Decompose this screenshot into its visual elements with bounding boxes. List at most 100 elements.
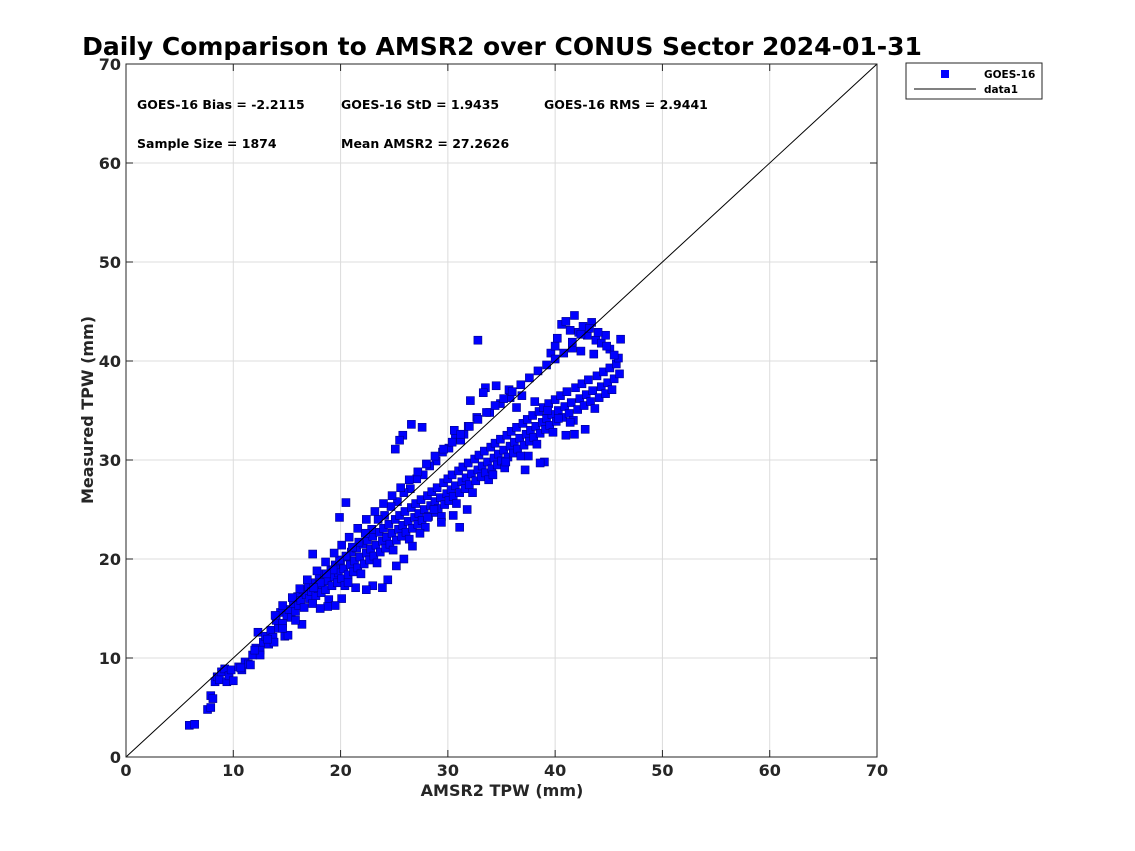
goes16-point xyxy=(423,513,432,522)
goes16-point xyxy=(562,387,572,396)
stat-rms: GOES-16 RMS = 2.9441 xyxy=(544,97,708,112)
goes16-point xyxy=(430,451,440,461)
goes16-point xyxy=(542,360,551,370)
stat-mean-amsr2: Mean AMSR2 = 27.2626 xyxy=(341,136,509,151)
goes16-point xyxy=(322,569,331,579)
goes16-point xyxy=(429,505,439,514)
goes16-point xyxy=(344,532,354,542)
x-tick-label: 20 xyxy=(329,761,351,780)
goes16-point xyxy=(329,548,339,558)
goes16-point xyxy=(206,703,216,712)
y-tick-label: 10 xyxy=(99,649,121,668)
goes16-point xyxy=(576,346,586,356)
x-tick-label: 50 xyxy=(651,761,673,780)
goes16-point xyxy=(303,575,312,585)
goes16-point xyxy=(396,483,405,493)
goes16-point xyxy=(384,520,394,529)
goes16-point xyxy=(390,444,400,454)
goes16-point xyxy=(501,457,511,467)
y-tick-label: 70 xyxy=(99,55,121,74)
goes16-point xyxy=(295,584,305,594)
goes16-point xyxy=(421,523,430,532)
goes16-point xyxy=(570,311,579,320)
goes16-point xyxy=(270,611,280,620)
goes16-point xyxy=(246,660,255,670)
goes16-point xyxy=(516,451,526,461)
goes16-point xyxy=(561,317,571,326)
goes16-point xyxy=(543,406,552,415)
goes16-point xyxy=(388,545,398,555)
goes16-point xyxy=(372,558,382,568)
goes16-point xyxy=(392,561,401,571)
goes16-point xyxy=(488,470,498,480)
goes16-point xyxy=(576,329,586,339)
goes16-point xyxy=(208,694,218,703)
goes16-point xyxy=(353,524,363,533)
goes16-point xyxy=(415,528,425,538)
goes16-point xyxy=(278,601,287,610)
y-axis-label: Measured TPW (mm) xyxy=(78,316,97,504)
goes16-point xyxy=(407,420,416,429)
goes16-point xyxy=(607,385,617,395)
goes16-point xyxy=(456,429,466,439)
goes16-point xyxy=(448,511,458,520)
goes16-point xyxy=(525,373,534,383)
goes16-point xyxy=(408,541,417,551)
goes16-point xyxy=(490,401,500,410)
goes16-point xyxy=(568,337,577,347)
x-tick-label: 70 xyxy=(866,761,888,780)
goes16-point xyxy=(530,397,540,406)
goes16-point xyxy=(370,507,380,516)
axis-ticks: 0 10 20 30 40 50 60 70 0 10 20 30 40 50 60 70 xyxy=(99,55,888,780)
goes16-point xyxy=(393,497,402,506)
goes16-point xyxy=(532,439,542,449)
goes16-point xyxy=(263,634,272,644)
x-tick-label: 40 xyxy=(544,761,566,780)
goes16-point xyxy=(362,515,371,524)
goes16-point xyxy=(512,403,521,412)
stat-sample-size: Sample Size = 1874 xyxy=(137,136,277,151)
goes16-point xyxy=(590,404,600,413)
goes16-point xyxy=(535,458,545,468)
goes16-point xyxy=(190,720,199,729)
goes16-point xyxy=(550,354,560,364)
goes16-point xyxy=(565,326,575,335)
legend-label-goes16: GOES-16 xyxy=(984,69,1035,81)
goes16-point xyxy=(437,518,446,527)
legend-marker-goes16 xyxy=(941,70,949,78)
goes16-point xyxy=(413,467,423,477)
goes16-point xyxy=(287,593,297,602)
plot-frame xyxy=(125,63,878,758)
goes16-point xyxy=(356,569,366,579)
goes16-point xyxy=(250,645,260,655)
goes16-point xyxy=(517,391,527,400)
goes16-point xyxy=(299,603,309,612)
goes16-point xyxy=(236,663,246,673)
goes16-point xyxy=(478,388,488,397)
goes16-point xyxy=(566,398,576,407)
goes16-point xyxy=(362,585,371,594)
goes16-point xyxy=(482,408,491,417)
goes16-point xyxy=(315,578,325,588)
goes16-point xyxy=(278,623,287,633)
goes16-point xyxy=(312,566,322,576)
goes16-point xyxy=(308,549,317,559)
identity-line xyxy=(125,63,878,758)
x-tick-label: 60 xyxy=(759,761,781,780)
goes16-point xyxy=(565,418,575,427)
goes16-point xyxy=(473,335,483,345)
goes16-point xyxy=(452,499,461,508)
goes16-point xyxy=(417,423,427,432)
legend-box xyxy=(905,62,1043,100)
goes16-point xyxy=(550,341,560,351)
goes16-point xyxy=(228,676,238,686)
goes16-point xyxy=(609,350,619,360)
goes16-point xyxy=(383,575,393,585)
goes16-point xyxy=(399,554,409,564)
goes16-point xyxy=(533,366,543,376)
goes16-point xyxy=(455,523,464,532)
goes16-point xyxy=(585,324,594,333)
plot-axes: 0 10 20 30 40 50 60 70 0 10 20 30 40 50 60 70 xyxy=(99,55,888,780)
goes16-point xyxy=(552,333,562,343)
